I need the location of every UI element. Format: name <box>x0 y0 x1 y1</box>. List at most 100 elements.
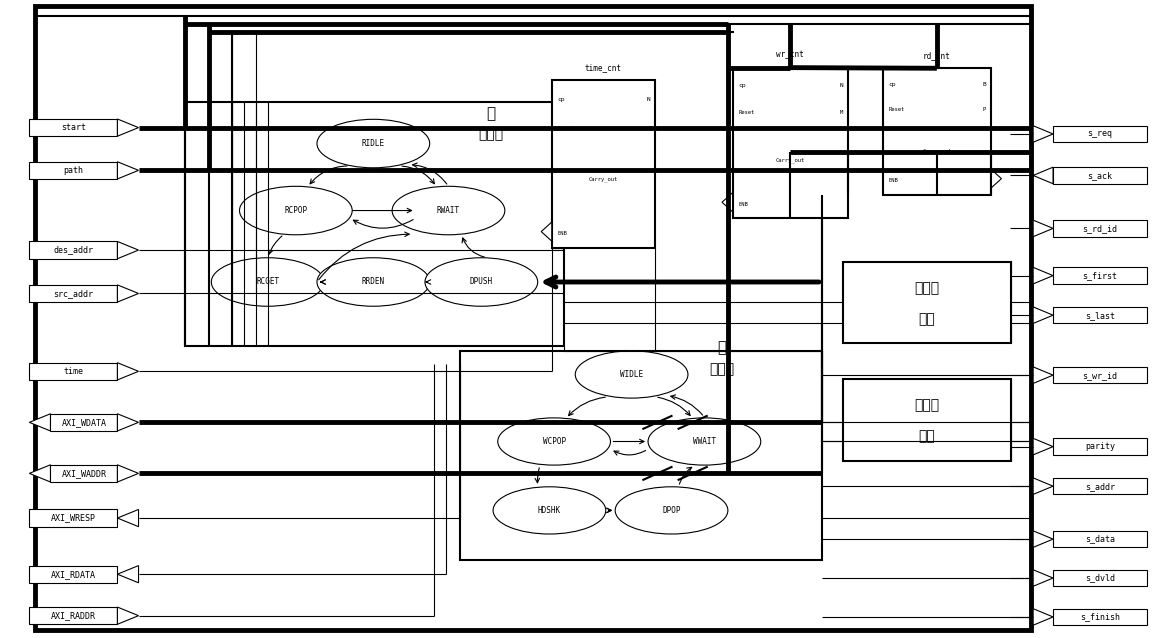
Bar <box>29 362 117 380</box>
Text: RWAIT: RWAIT <box>437 206 460 215</box>
Ellipse shape <box>317 119 430 168</box>
Bar <box>1053 478 1147 494</box>
Bar <box>460 351 822 560</box>
Polygon shape <box>117 242 139 259</box>
Text: cp: cp <box>558 97 565 102</box>
Text: path: path <box>63 166 83 175</box>
Bar <box>29 242 117 259</box>
Text: WIDLE: WIDLE <box>620 370 643 379</box>
Text: des_addr: des_addr <box>53 246 94 255</box>
Text: s_dvld: s_dvld <box>1085 574 1115 582</box>
Text: ENB: ENB <box>558 231 567 236</box>
Polygon shape <box>29 464 50 482</box>
Polygon shape <box>1033 438 1053 455</box>
Text: s_addr: s_addr <box>1085 482 1115 491</box>
Bar <box>1053 267 1147 284</box>
Polygon shape <box>1033 267 1053 284</box>
Polygon shape <box>117 607 139 624</box>
Text: rd_cnt: rd_cnt <box>923 51 951 60</box>
Text: WCPOP: WCPOP <box>542 437 566 446</box>
Text: s_first: s_first <box>1082 271 1118 280</box>
Polygon shape <box>1033 609 1053 625</box>
Bar <box>29 607 117 624</box>
Text: WWAIT: WWAIT <box>693 437 716 446</box>
Text: 转换: 转换 <box>918 429 936 443</box>
Text: cp: cp <box>738 83 745 88</box>
Bar <box>29 285 117 302</box>
Text: ENB: ENB <box>738 202 748 207</box>
Text: DPUSH: DPUSH <box>470 278 493 286</box>
Text: AXI_WRESP: AXI_WRESP <box>50 514 96 523</box>
Text: M: M <box>839 110 843 115</box>
Bar <box>1053 438 1147 455</box>
Text: N: N <box>839 83 843 88</box>
Polygon shape <box>117 162 139 179</box>
Polygon shape <box>117 413 139 431</box>
Bar <box>1053 220 1147 237</box>
Ellipse shape <box>317 258 430 306</box>
Text: time: time <box>63 367 83 376</box>
Text: s_data: s_data <box>1085 535 1115 544</box>
Polygon shape <box>117 566 139 583</box>
Bar <box>1053 367 1147 383</box>
Text: level: level <box>558 126 574 131</box>
Bar <box>843 379 1011 461</box>
Text: Carry_out: Carry_out <box>923 149 951 154</box>
Polygon shape <box>117 509 139 527</box>
Text: N: N <box>647 97 650 102</box>
Text: B: B <box>983 82 986 87</box>
Text: 读: 读 <box>486 106 495 121</box>
Text: DPOP: DPOP <box>662 506 681 515</box>
Polygon shape <box>1033 531 1053 547</box>
Text: P: P <box>983 107 986 112</box>
Text: AXI_WDATA: AXI_WDATA <box>61 418 107 427</box>
Text: src_addr: src_addr <box>53 289 94 298</box>
Polygon shape <box>1033 570 1053 586</box>
Text: AXI_WADDR: AXI_WADDR <box>61 469 107 478</box>
Bar <box>29 162 117 179</box>
Ellipse shape <box>498 418 610 465</box>
Ellipse shape <box>615 487 728 534</box>
Bar <box>1053 126 1147 142</box>
Bar <box>1053 570 1147 586</box>
Text: B: B <box>647 126 650 131</box>
Bar <box>50 464 117 482</box>
Text: s_finish: s_finish <box>1080 612 1120 621</box>
Polygon shape <box>1033 307 1053 323</box>
Polygon shape <box>722 193 733 212</box>
Text: s_ack: s_ack <box>1087 171 1113 180</box>
Ellipse shape <box>648 418 761 465</box>
Bar <box>29 119 117 137</box>
Text: start: start <box>61 123 86 132</box>
Text: RIDLE: RIDLE <box>362 139 385 148</box>
Ellipse shape <box>392 186 505 235</box>
Polygon shape <box>1033 220 1053 237</box>
Text: Reset: Reset <box>889 107 905 112</box>
Text: 读地址: 读地址 <box>915 281 939 295</box>
Text: Reset: Reset <box>738 110 755 115</box>
Text: cp: cp <box>889 82 896 87</box>
Bar <box>35 6 1031 630</box>
Bar <box>29 565 117 583</box>
Text: RRDEN: RRDEN <box>362 278 385 286</box>
Polygon shape <box>117 119 139 137</box>
Bar <box>1053 307 1147 323</box>
Polygon shape <box>1033 126 1053 142</box>
Text: AXI_RADDR: AXI_RADDR <box>50 611 96 620</box>
Text: RCPOP: RCPOP <box>284 206 308 215</box>
Text: 状态机: 状态机 <box>709 362 735 376</box>
Text: wr_cnt: wr_cnt <box>776 50 804 59</box>
Text: Carry_out: Carry_out <box>589 177 618 182</box>
Bar <box>1053 167 1147 184</box>
Text: RCGET: RCGET <box>256 278 279 286</box>
Polygon shape <box>541 222 552 241</box>
Bar <box>1053 609 1147 625</box>
Text: HDSHK: HDSHK <box>538 506 561 515</box>
Text: parity: parity <box>1085 442 1115 451</box>
Bar <box>552 80 655 248</box>
Polygon shape <box>117 362 139 380</box>
Bar <box>185 102 564 346</box>
Ellipse shape <box>425 258 538 306</box>
Text: 写: 写 <box>717 340 727 355</box>
Bar <box>843 262 1011 343</box>
